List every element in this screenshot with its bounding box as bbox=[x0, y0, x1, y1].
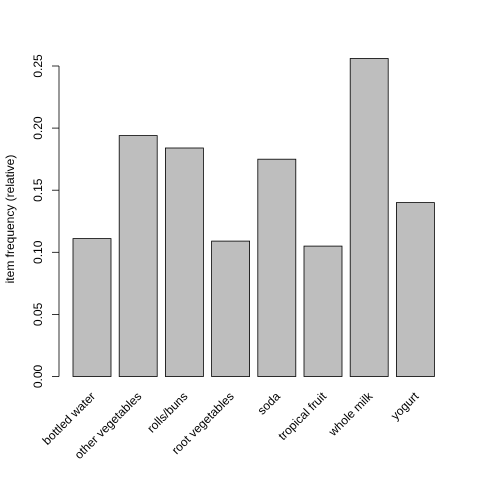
x-tick-label-yogurt: yogurt bbox=[388, 389, 422, 423]
y-tick-label: 0.10 bbox=[31, 240, 45, 264]
bar-soda bbox=[257, 158, 297, 377]
bar-yogurt bbox=[395, 202, 435, 377]
bar-tropical-fruit bbox=[303, 245, 343, 377]
y-tick-label: 0.15 bbox=[31, 178, 45, 202]
y-axis: 0.00 0.05 0.10 0.15 0.20 0.25 bbox=[31, 54, 60, 388]
bar-bottled-water bbox=[72, 238, 112, 377]
bar-other-vegetables bbox=[118, 135, 158, 377]
y-tick-label: 0.05 bbox=[31, 302, 45, 326]
bar-rolls-buns bbox=[164, 147, 204, 377]
x-tick-label-rolls-buns: rolls/buns bbox=[144, 389, 190, 435]
y-tick-label: 0.25 bbox=[31, 54, 45, 78]
bars-group bbox=[72, 58, 435, 377]
y-tick-label: 0.20 bbox=[31, 116, 45, 140]
bar-whole-milk bbox=[349, 58, 389, 377]
bar-root-vegetables bbox=[211, 240, 251, 377]
x-tick-label-soda: soda bbox=[255, 389, 284, 418]
y-axis-title: item frequency (relative) bbox=[3, 155, 17, 284]
x-tick-label-tropical-fruit: tropical fruit bbox=[275, 389, 329, 443]
x-tick-label-whole-milk: whole milk bbox=[325, 389, 376, 440]
y-tick-label: 0.00 bbox=[31, 364, 45, 388]
